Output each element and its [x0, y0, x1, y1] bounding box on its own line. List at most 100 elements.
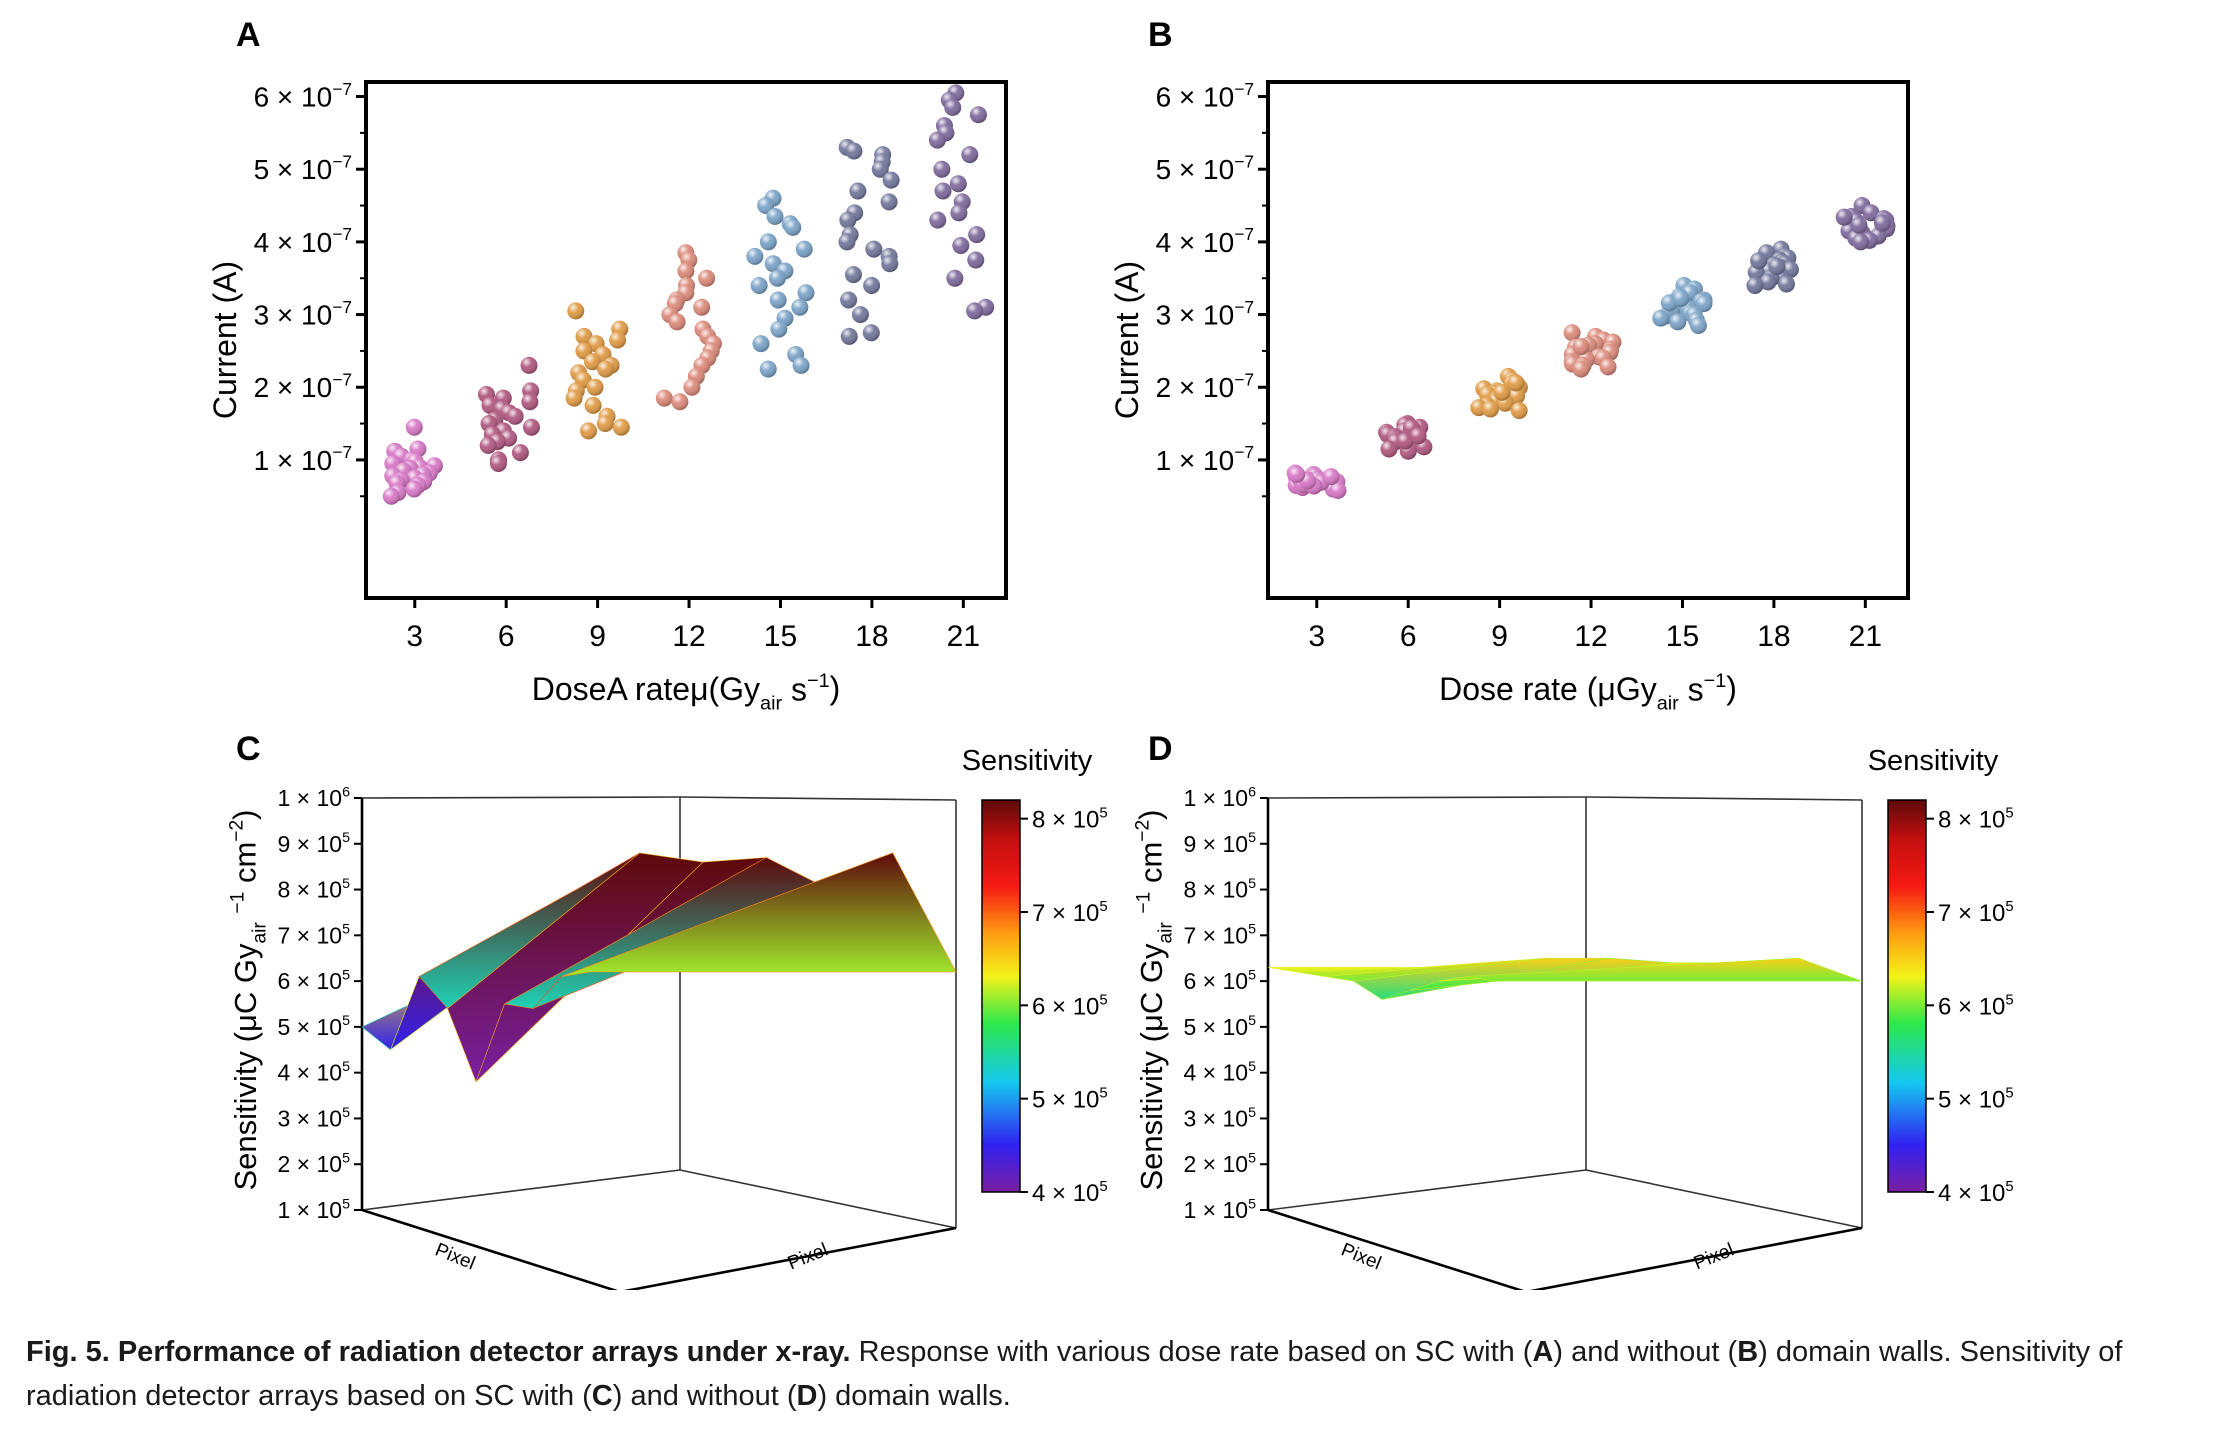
plot-frame: [364, 80, 1008, 600]
x-tick-label: 15: [764, 620, 797, 653]
data-point-highlight: [1672, 290, 1690, 308]
data-point-highlight: [1862, 204, 1880, 222]
data-point-highlight: [969, 106, 987, 124]
data-point-highlight: [693, 298, 711, 316]
colorbar: [981, 799, 1021, 1193]
colorbar-tick-label: 4 × 105: [1938, 1179, 2014, 1207]
data-point-highlight: [1852, 233, 1870, 251]
data-point-highlight: [863, 276, 881, 294]
z-tick-label: 9 × 105: [277, 830, 350, 857]
colorbar-title: Sensitivity: [962, 745, 1093, 777]
data-point-highlight: [851, 306, 869, 324]
data-point-highlight: [1759, 273, 1777, 291]
colorbar-tick-label: 4 × 105: [1032, 1179, 1108, 1207]
caption-ref-a: A: [1532, 1336, 1554, 1368]
data-point-highlight: [1396, 432, 1414, 450]
frame-edge: [361, 796, 681, 799]
data-point-highlight: [479, 436, 497, 454]
colorbar-tick-label: 6 × 105: [1938, 992, 2014, 1020]
data-point-highlight: [668, 313, 686, 331]
z-tick-label: 1 × 106: [277, 784, 350, 811]
y-axis-line: [1529, 1226, 1863, 1290]
y-tick-label: 5 × 10−7: [1156, 151, 1254, 185]
caption-text-5: ) domain walls.: [817, 1380, 1011, 1412]
z-tick-label: 2 × 105: [1183, 1151, 1256, 1178]
caption-title: Fig. 5. Performance of radiation detecto…: [26, 1336, 851, 1368]
y-tick-label: 6 × 10−7: [254, 79, 352, 113]
data-point-highlight: [881, 255, 899, 273]
x-tick-label: 12: [1574, 620, 1607, 653]
data-point-highlight: [405, 418, 423, 436]
data-point-highlight: [1873, 214, 1891, 232]
data-point-highlight: [746, 247, 764, 265]
x-tick-label: 9: [589, 620, 606, 653]
data-point-highlight: [511, 444, 529, 462]
data-point-highlight: [791, 298, 809, 316]
data-point-highlight: [792, 356, 810, 374]
data-point-highlight: [584, 396, 602, 414]
colorbar-tick-label: 7 × 105: [1032, 899, 1108, 927]
z-tick-label: 6 × 105: [1183, 967, 1256, 994]
y-axis-line: [623, 1226, 957, 1290]
data-point-highlight: [1695, 295, 1713, 313]
data-point-highlight: [844, 266, 862, 284]
data-point-highlight: [968, 226, 986, 244]
data-point-highlight: [1563, 324, 1581, 342]
data-point-highlight: [677, 262, 695, 280]
data-point-highlight: [506, 407, 524, 425]
data-point-highlight: [1835, 208, 1853, 226]
x-tick-label: 6: [1400, 620, 1417, 653]
plot-frame: [1266, 80, 1910, 600]
data-point-highlight: [1380, 440, 1398, 458]
data-point-highlight: [840, 291, 858, 309]
frame-edge: [361, 1169, 681, 1211]
scatter-panel-a: 3 6 9 12 15 18 21 1 × 10−7 2 × 10−7 3 × 10−7 4 × 1…: [207, 79, 1008, 715]
data-point-highlight: [1599, 358, 1617, 376]
data-point-highlight: [759, 233, 777, 251]
data-point-highlight: [612, 418, 630, 436]
data-point-highlight: [597, 360, 615, 378]
y-tick-label: 5 × 10−7: [254, 151, 352, 185]
y-tick-label: 4 × 10−7: [1156, 224, 1254, 258]
data-point-highlight: [1481, 400, 1499, 418]
data-point-highlight: [966, 302, 984, 320]
x-tick-label: 6: [498, 620, 515, 653]
figure-caption: Fig. 5. Performance of radiation detecto…: [26, 1330, 2196, 1418]
data-point-highlight: [596, 415, 614, 433]
data-point-highlight: [882, 171, 900, 189]
y-axis-label: Current (A): [1109, 261, 1145, 419]
data-point-highlight: [1850, 216, 1868, 234]
frame-edge: [1585, 1169, 1863, 1229]
data-point-highlight: [1409, 427, 1427, 445]
data-point-highlight: [565, 389, 583, 407]
data-point-highlight: [845, 142, 863, 160]
data-point-highlight: [520, 356, 538, 374]
colorbar-tick-label: 5 × 105: [1938, 1086, 2014, 1114]
colorbar-tick-label: 8 × 105: [1938, 806, 2014, 834]
y-tick-label: 6 × 10−7: [1156, 79, 1254, 113]
data-point-highlight: [1572, 360, 1590, 378]
data-point-highlight: [1322, 468, 1340, 486]
data-point-highlight: [655, 389, 673, 407]
caption-ref-d: D: [796, 1380, 818, 1412]
data-point-highlight: [1669, 313, 1687, 331]
panel-letter-d: D: [1148, 730, 1173, 768]
z-tick-label: 6 × 105: [277, 967, 350, 994]
data-point-highlight: [698, 269, 716, 287]
data-point-highlight: [1689, 316, 1707, 334]
caption-text-4: ) and without (: [612, 1380, 797, 1412]
y-tick-label: 1 × 10−7: [254, 442, 352, 476]
caption-ref-c: C: [591, 1380, 613, 1412]
colorbar-tick-label: 5 × 105: [1032, 1086, 1108, 1114]
data-point-highlight: [522, 418, 540, 436]
data-point-highlight: [797, 284, 815, 302]
data-point-highlight: [1572, 338, 1590, 356]
z-tick-label: 7 × 105: [277, 922, 350, 949]
data-point-highlight: [671, 393, 689, 411]
colorbar: [1887, 799, 1927, 1193]
data-point-highlight: [489, 455, 507, 473]
y-tick-label: 2 × 10−7: [254, 369, 352, 403]
data-point-highlight: [567, 302, 585, 320]
x-tick-label: 9: [1491, 620, 1508, 653]
z-tick-label: 8 × 105: [277, 876, 350, 903]
